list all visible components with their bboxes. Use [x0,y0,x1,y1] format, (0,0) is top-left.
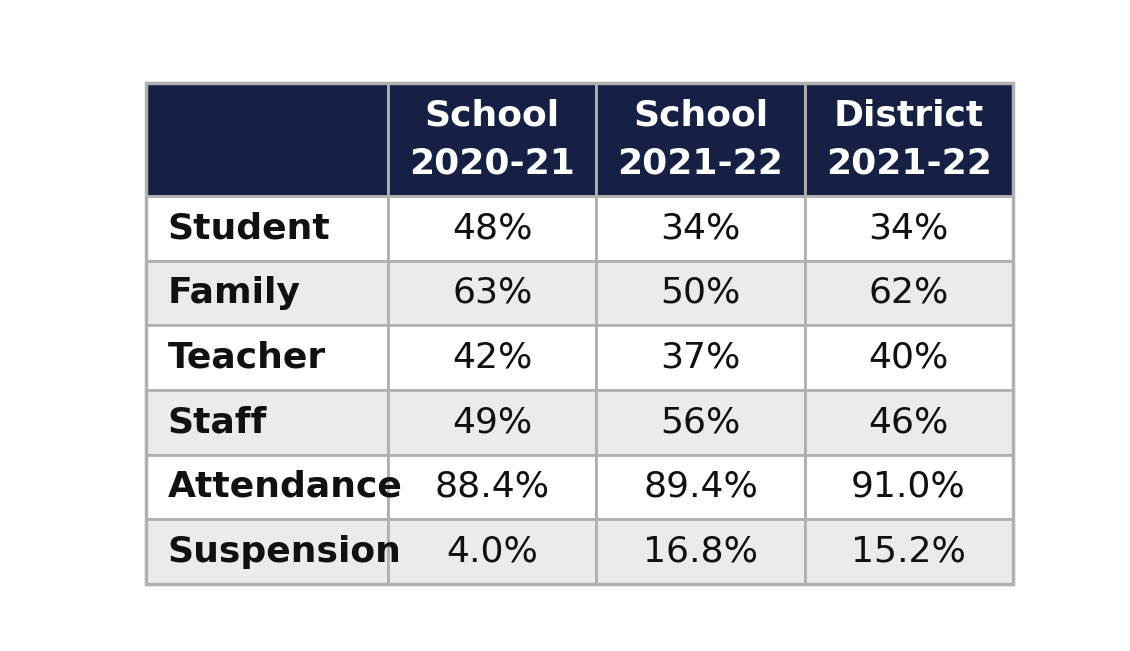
Bar [146,519,389,584]
Bar [597,196,805,260]
Bar [389,196,597,260]
Bar [146,83,389,196]
Bar [597,83,805,196]
Bar [389,454,597,519]
Text: 91.0%: 91.0% [851,470,966,504]
Text: 89.4%: 89.4% [643,470,758,504]
Bar [805,454,1012,519]
Text: 62%: 62% [868,276,949,310]
Bar [389,519,597,584]
Bar [597,326,805,390]
Bar [805,326,1012,390]
Text: District
2021-22: District 2021-22 [826,99,991,180]
Text: 50%: 50% [660,276,740,310]
Text: 49%: 49% [452,405,532,439]
Bar [805,196,1012,260]
Text: Attendance: Attendance [167,470,402,504]
Text: Student: Student [167,212,330,245]
Bar [597,260,805,326]
Bar [389,390,597,454]
Text: 34%: 34% [660,212,740,245]
Text: 34%: 34% [868,212,949,245]
Bar [597,519,805,584]
Bar [805,390,1012,454]
Bar [805,83,1012,196]
Text: Suspension: Suspension [167,534,401,568]
Bar [805,260,1012,326]
Bar [146,196,389,260]
Bar [597,454,805,519]
Text: School
2020-21: School 2020-21 [409,99,575,180]
Text: School
2021-22: School 2021-22 [618,99,783,180]
Bar [146,454,389,519]
Bar [146,326,389,390]
Text: 4.0%: 4.0% [446,534,538,568]
Bar [146,260,389,326]
Text: 63%: 63% [452,276,532,310]
Bar [389,83,597,196]
Text: 46%: 46% [868,405,949,439]
Text: 37%: 37% [660,340,740,374]
Text: 16.8%: 16.8% [643,534,758,568]
Text: 88.4%: 88.4% [435,470,550,504]
Text: Family: Family [167,276,301,310]
Text: 40%: 40% [868,340,949,374]
Bar [597,390,805,454]
Text: 48%: 48% [452,212,532,245]
Bar [146,390,389,454]
Text: Teacher: Teacher [167,340,325,374]
Text: 15.2%: 15.2% [851,534,966,568]
Bar [805,519,1012,584]
Bar [389,326,597,390]
Text: 56%: 56% [660,405,740,439]
Text: 42%: 42% [452,340,532,374]
Text: Staff: Staff [167,405,267,439]
Bar [389,260,597,326]
